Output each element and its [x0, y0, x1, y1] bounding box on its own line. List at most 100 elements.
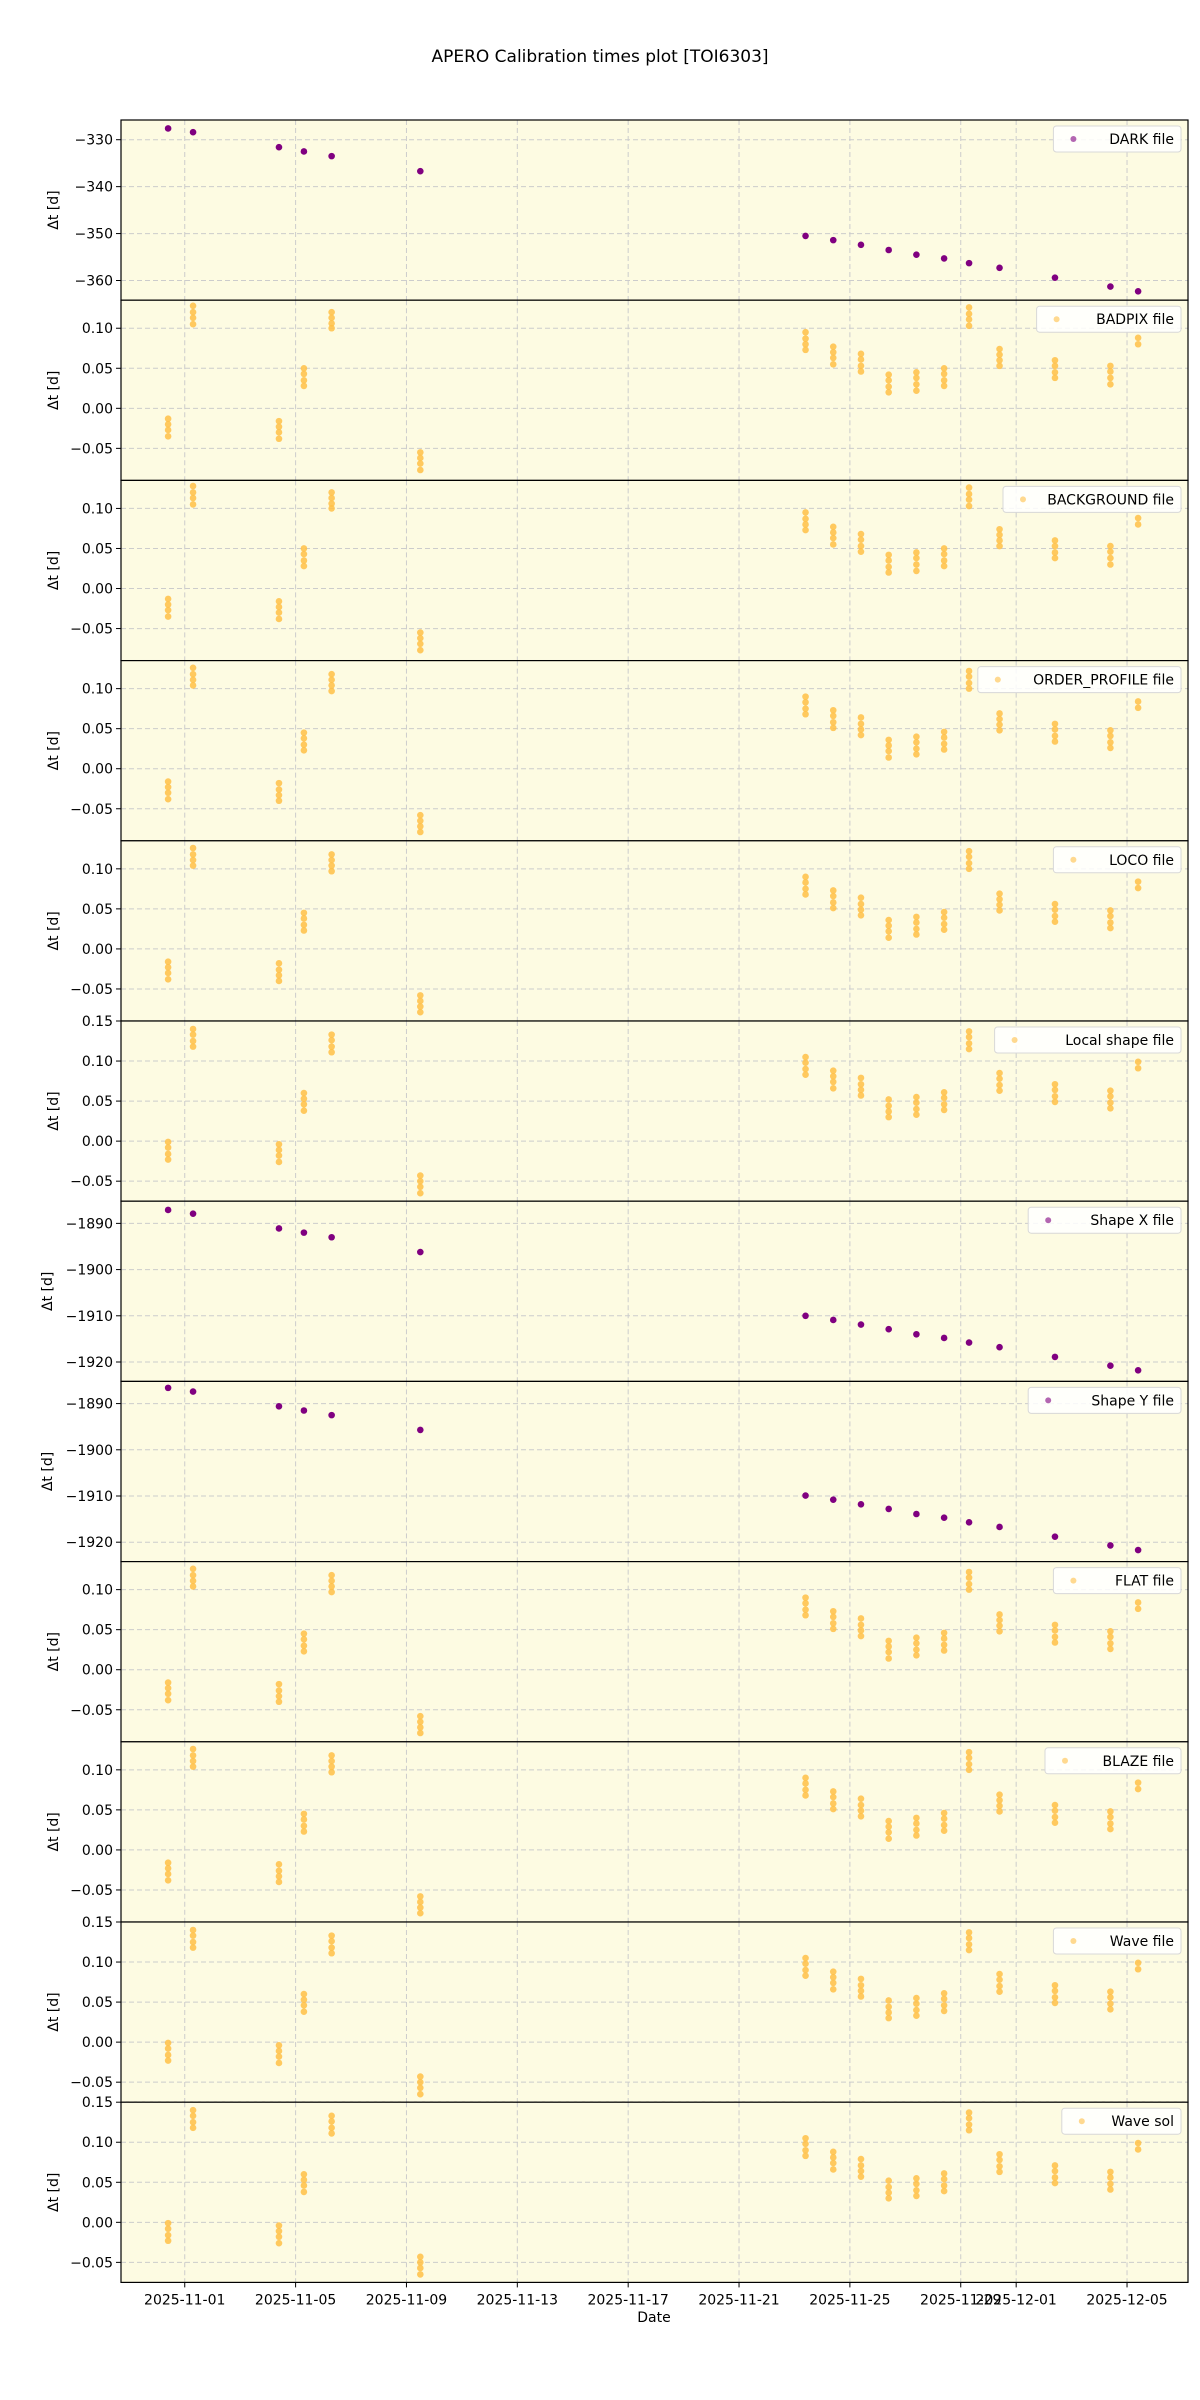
data-point [857, 720, 865, 728]
data-point [940, 908, 948, 916]
data-point [1051, 726, 1059, 733]
data-point [996, 1982, 1003, 1990]
data-point [275, 1225, 283, 1232]
data-point [802, 515, 809, 523]
data-point [885, 1108, 892, 1115]
data-point [965, 1568, 973, 1576]
y-tick-label: 0.10 [82, 1054, 113, 1070]
legend-label: ORDER_PROFILE file [1033, 673, 1174, 689]
data-point [965, 1929, 973, 1936]
data-point [965, 496, 973, 503]
data-point [328, 320, 335, 327]
data-point [1107, 1813, 1114, 1821]
axes-background [121, 1201, 1188, 1382]
subplot-loco-file: 0.10 0.05 0.00 −0.05 Δt [d] LOCO file [46, 840, 1189, 1022]
data-point [328, 687, 335, 695]
data-point [802, 1053, 809, 1061]
data-point [965, 865, 973, 873]
data-point [1134, 1779, 1142, 1786]
axes-background [121, 1741, 1188, 1922]
data-point [300, 376, 308, 384]
data-point [1107, 1087, 1114, 1094]
data-point [417, 2090, 424, 2098]
data-point [300, 927, 308, 934]
legend-label: Local shape file [1065, 1033, 1174, 1049]
data-point [829, 1805, 837, 1813]
data-point [164, 1870, 172, 1878]
data-point [1107, 1825, 1114, 1833]
data-point [417, 1718, 424, 1726]
subplot-blaze-file: 0.10 0.05 0.00 −0.05 Δt [d] BLAZE file [46, 1741, 1189, 1923]
data-point [275, 1680, 283, 1688]
data-point [965, 673, 973, 680]
x-tick-label: 2025-11-01 [144, 2292, 225, 2308]
data-point [164, 2225, 172, 2233]
data-point [417, 2073, 424, 2080]
data-point [965, 685, 973, 692]
data-point [1134, 704, 1142, 712]
data-point [417, 2078, 424, 2086]
data-point [417, 1172, 424, 1179]
data-point [913, 1510, 920, 1518]
data-point [802, 1954, 809, 1962]
y-tick-label: −0.05 [70, 622, 113, 638]
data-point [328, 1577, 335, 1585]
data-point [300, 1822, 308, 1830]
x-tick-label: 2025-11-09 [366, 2292, 447, 2308]
data-point [913, 733, 920, 740]
data-point [802, 1065, 809, 1073]
data-point [189, 320, 197, 328]
data-point [328, 494, 335, 502]
data-point [417, 646, 424, 654]
data-point [1107, 2174, 1114, 2181]
data-point [1107, 1092, 1114, 1100]
y-tick-label: 0.00 [82, 401, 113, 417]
y-tick-label: −0.05 [70, 982, 113, 998]
data-point [996, 345, 1003, 353]
data-point [275, 2222, 283, 2229]
data-point [913, 2174, 920, 2182]
data-point [802, 693, 809, 700]
data-point [328, 1757, 335, 1765]
data-point [1107, 912, 1114, 920]
data-point [965, 2126, 973, 2134]
data-point [300, 1828, 308, 1835]
data-point [1107, 368, 1114, 375]
data-point [913, 2180, 920, 2188]
data-point [328, 1763, 335, 1770]
data-point [829, 1968, 837, 1975]
data-point [996, 1081, 1003, 1089]
data-point [328, 1571, 335, 1579]
data-point [940, 1088, 948, 1096]
data-point [1107, 738, 1114, 746]
y-axis-label: Δt [d] [46, 551, 62, 590]
data-point [300, 1635, 308, 1643]
data-point [164, 1679, 172, 1686]
data-point [164, 606, 172, 614]
data-point [164, 1690, 172, 1698]
data-point [829, 1973, 837, 1981]
data-points [164, 1206, 1142, 1374]
data-point [1134, 1058, 1142, 1066]
data-point [940, 255, 948, 262]
data-point [829, 1067, 837, 1074]
data-point [328, 856, 335, 864]
data-point [829, 887, 837, 894]
data-point [189, 844, 197, 852]
data-point [300, 2182, 308, 2189]
data-point [275, 615, 283, 623]
data-point [965, 322, 973, 330]
data-point [857, 1987, 865, 1995]
y-tick-label: −350 [75, 227, 113, 243]
data-point [885, 1102, 892, 1110]
data-point [913, 567, 920, 575]
data-point [328, 1588, 335, 1596]
data-point [1051, 1621, 1059, 1629]
data-point [802, 1606, 809, 1613]
data-point [857, 2155, 865, 2163]
data-point [189, 2118, 197, 2126]
data-point [164, 421, 172, 428]
data-point [1051, 2162, 1059, 2169]
data-point [1107, 2005, 1114, 2013]
data-point [913, 1105, 920, 1113]
